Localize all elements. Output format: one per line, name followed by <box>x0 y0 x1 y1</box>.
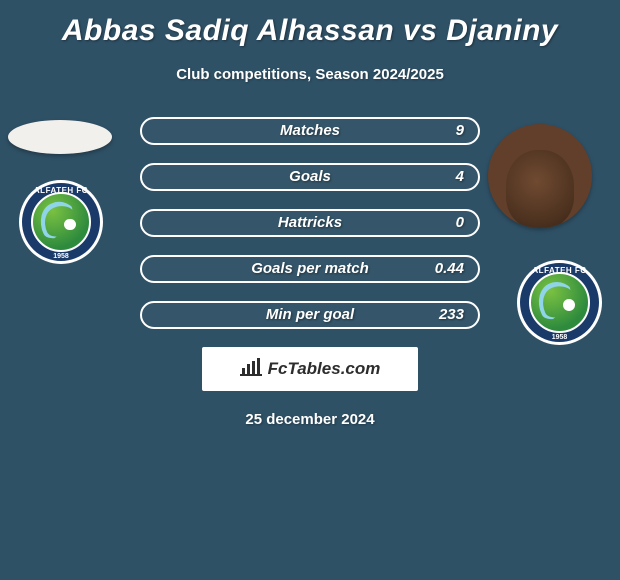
subtitle: Club competitions, Season 2024/2025 <box>0 66 620 83</box>
watermark-label: FcTables.com <box>268 359 381 379</box>
date-line: 25 december 2024 <box>0 411 620 428</box>
stat-value-right: 233 <box>439 303 464 327</box>
stat-row: Goals per match 0.44 <box>140 255 480 283</box>
bar-chart-icon <box>240 358 262 381</box>
stat-value-right: 0.44 <box>435 257 464 281</box>
stat-row: Hattricks 0 <box>140 209 480 237</box>
stat-label: Goals per match <box>142 257 478 281</box>
stat-label: Min per goal <box>142 303 478 327</box>
club-badge-year: 1958 <box>517 334 602 341</box>
stat-row: Min per goal 233 <box>140 301 480 329</box>
club-badge-year: 1958 <box>19 253 103 260</box>
player1-avatar <box>8 120 112 154</box>
stat-label: Goals <box>142 165 478 189</box>
stat-label: Hattricks <box>142 211 478 235</box>
stat-row: Goals 4 <box>140 163 480 191</box>
player2-club-badge: ALFATEH FC 1958 <box>517 260 602 345</box>
stat-value-right: 0 <box>456 211 464 235</box>
player1-club-badge: ALFATEH FC 1958 <box>19 180 103 264</box>
stat-value-right: 9 <box>456 119 464 143</box>
player2-avatar <box>488 124 592 228</box>
stat-row: Matches 9 <box>140 117 480 145</box>
watermark: FcTables.com <box>202 347 418 391</box>
page-title: Abbas Sadiq Alhassan vs Djaniny <box>0 0 620 48</box>
stat-label: Matches <box>142 119 478 143</box>
stat-value-right: 4 <box>456 165 464 189</box>
